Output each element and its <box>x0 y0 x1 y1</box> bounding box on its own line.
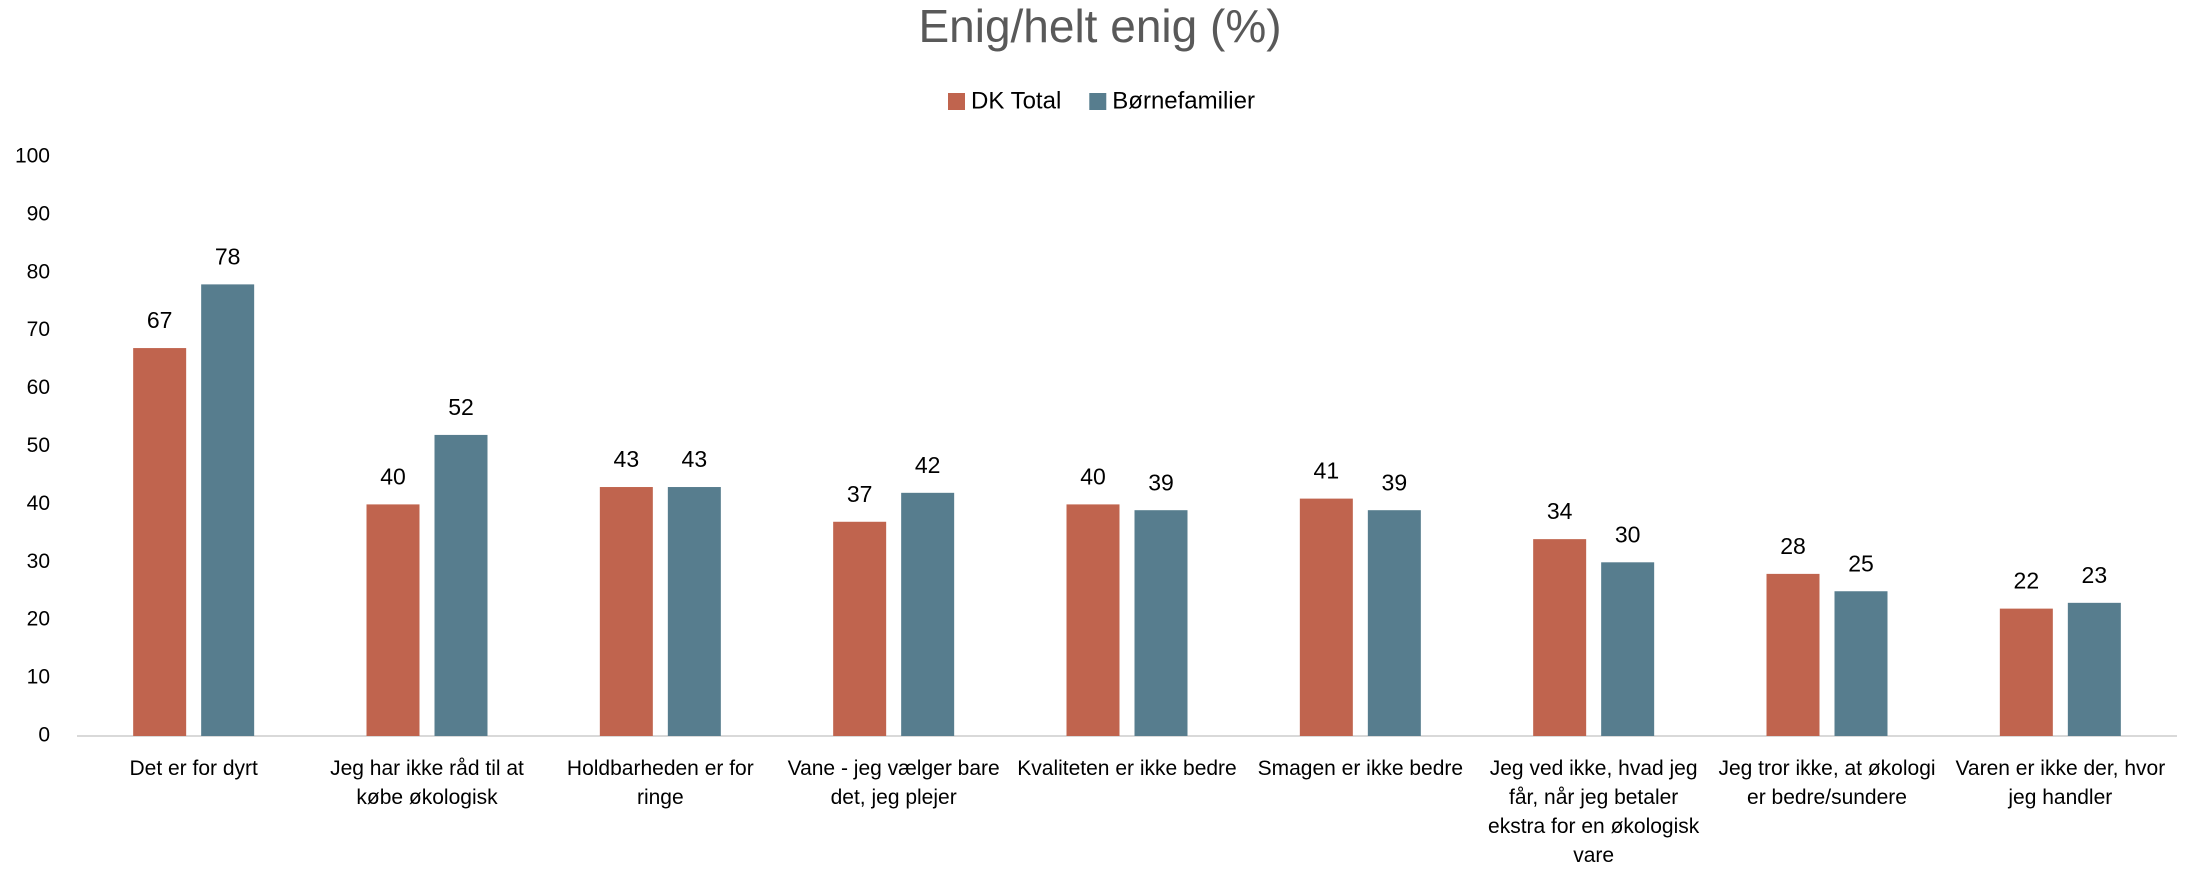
bar <box>366 504 420 736</box>
x-tick-label: Jeg har ikke råd til at købe økologisk <box>330 757 524 809</box>
y-tick-label: 40 <box>27 492 50 515</box>
y-tick-label: 70 <box>27 318 50 341</box>
x-tick-label: Vane - jeg vælger bare det, jeg plejer <box>787 757 1000 809</box>
bar <box>1834 591 1888 736</box>
x-tick-label: Jeg ved ikke, hvad jeg får, når jeg beta… <box>1488 757 1700 867</box>
bar <box>1134 510 1188 736</box>
bar <box>1367 510 1421 736</box>
x-tick-label: Holdbarheden er for ringe <box>566 757 754 809</box>
bar <box>201 284 255 736</box>
legend-label: Børnefamilier <box>1112 87 1255 114</box>
x-tick-label: Kvaliteten er ikke bedre <box>1017 757 1237 780</box>
y-tick-label: 60 <box>27 376 50 399</box>
bar <box>1999 608 2053 736</box>
y-tick-label: 30 <box>27 550 50 573</box>
data-label: 28 <box>1780 533 1806 559</box>
y-tick-label: 20 <box>27 608 50 631</box>
y-tick-label: 0 <box>38 724 50 747</box>
y-tick-label: 50 <box>27 434 50 457</box>
data-label: 41 <box>1314 458 1340 484</box>
data-label: 40 <box>380 463 406 489</box>
data-label: 43 <box>682 446 708 472</box>
y-tick-label: 80 <box>27 260 50 283</box>
bar <box>833 521 887 736</box>
data-label: 78 <box>215 243 241 269</box>
bar <box>2067 602 2121 736</box>
bar <box>1066 504 1120 736</box>
data-label: 22 <box>2014 568 2040 594</box>
bar <box>667 487 721 736</box>
legend-swatch <box>948 93 965 110</box>
bar <box>434 434 488 736</box>
data-label: 23 <box>2082 562 2108 588</box>
x-tick-label: Jeg tror ikke, at økologi er bedre/sunde… <box>1718 757 1936 809</box>
data-label: 25 <box>1848 550 1874 576</box>
x-tick-label: Varen er ikke der, hvor jeg handler <box>1955 757 2166 809</box>
data-label: 40 <box>1080 463 1106 489</box>
data-label: 37 <box>847 481 873 507</box>
y-tick-label: 10 <box>27 666 50 689</box>
bar <box>1766 573 1820 736</box>
legend-label: DK Total <box>971 87 1061 114</box>
data-label: 30 <box>1615 521 1641 547</box>
data-label: 52 <box>448 394 474 420</box>
data-label: 42 <box>915 452 941 478</box>
bar <box>1601 562 1655 736</box>
data-label: 34 <box>1547 498 1573 524</box>
bar <box>133 348 187 736</box>
data-label: 43 <box>614 446 640 472</box>
y-tick-label: 100 <box>15 145 50 168</box>
x-tick-label: Det er for dyrt <box>129 757 258 780</box>
x-tick-label: Smagen er ikke bedre <box>1257 757 1464 780</box>
bar <box>599 487 653 736</box>
data-label: 39 <box>1148 469 1174 495</box>
bar <box>1533 539 1587 736</box>
legend-swatch <box>1089 93 1107 110</box>
data-label: 39 <box>1382 469 1408 495</box>
data-label: 67 <box>147 307 173 333</box>
y-tick-label: 90 <box>27 202 50 225</box>
bar <box>1299 498 1353 736</box>
chart-title: Enig/helt enig (%) <box>918 0 1281 52</box>
bar <box>901 492 955 736</box>
